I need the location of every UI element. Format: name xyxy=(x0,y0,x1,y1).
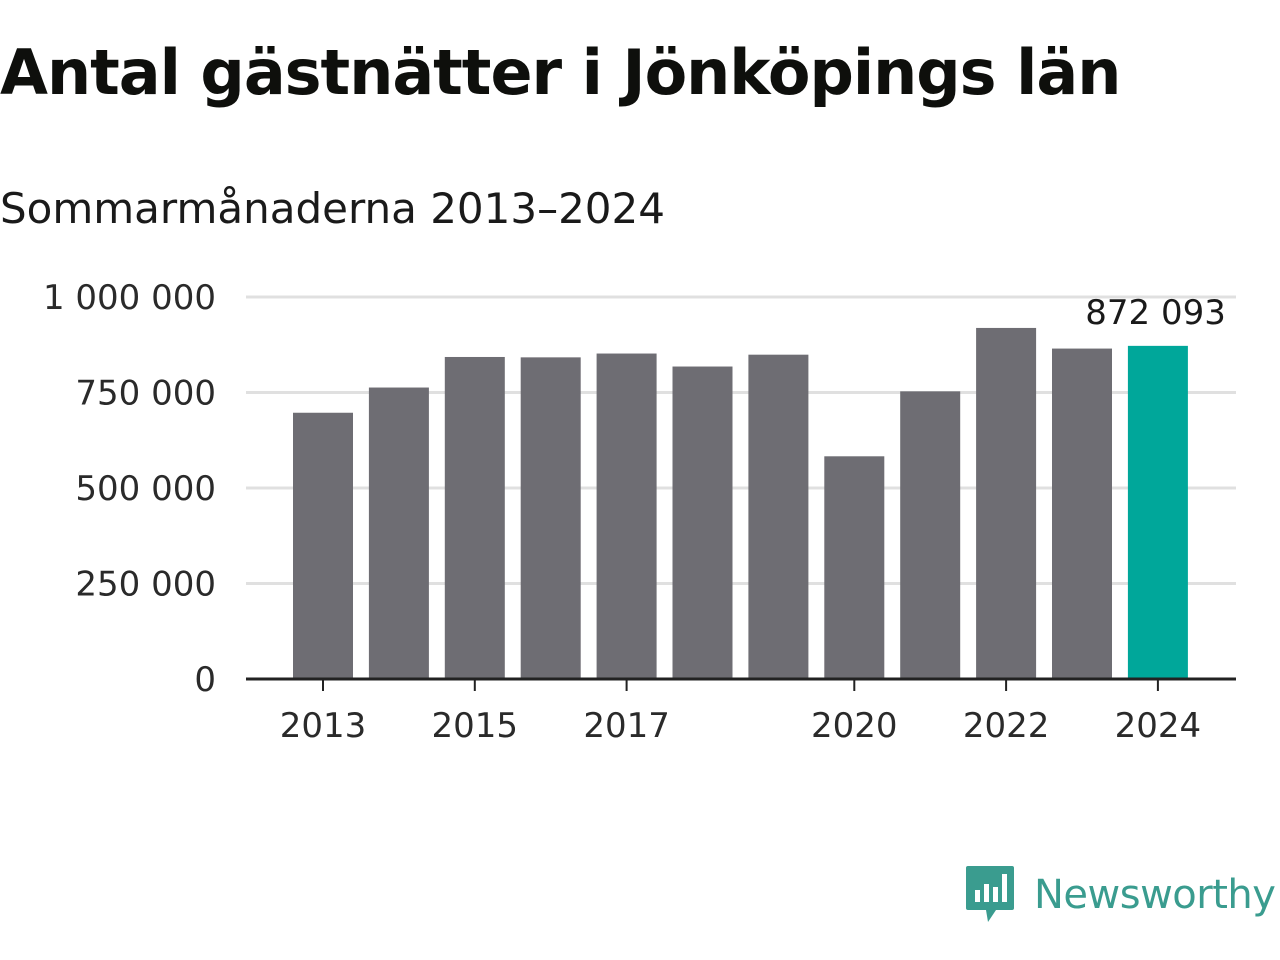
chart-subtitle: Sommarmånaderna 2013–2024 xyxy=(0,184,665,233)
y-tick-label: 500 000 xyxy=(75,469,216,509)
x-tick-label: 2017 xyxy=(583,706,670,746)
x-tick-label: 2020 xyxy=(811,706,898,746)
x-tick-label: 2013 xyxy=(280,706,367,746)
chart-title: Antal gästnätter i Jönköpings län xyxy=(0,36,1121,109)
y-tick-label: 750 000 xyxy=(75,374,216,414)
bar-2018 xyxy=(672,366,733,679)
bar-2020 xyxy=(824,456,885,679)
data-label-2024: 872 093 xyxy=(1085,293,1226,333)
bar-2021 xyxy=(900,391,961,679)
bar-2019 xyxy=(748,354,809,679)
bar-2017 xyxy=(596,353,657,679)
bar-2014 xyxy=(368,387,429,679)
y-tick-label: 250 000 xyxy=(75,565,216,605)
y-axis-ticks: 0 250 000 500 000 750 000 1 000 000 xyxy=(43,278,216,700)
bar-2015 xyxy=(444,356,505,679)
y-tick-label: 0 xyxy=(194,660,216,700)
x-tick-label: 2024 xyxy=(1115,706,1202,746)
bar-2023 xyxy=(1052,348,1112,679)
bar-2024 xyxy=(1127,345,1188,679)
bar-2016 xyxy=(520,357,581,679)
data-labels: 872 093 xyxy=(1085,293,1226,333)
newsworthy-logo-icon xyxy=(966,866,1014,922)
x-axis-ticks: 2013 2015 2017 2020 2022 2024 xyxy=(280,679,1201,746)
x-tick-label: 2015 xyxy=(432,706,519,746)
brand-logo: Newsworthy xyxy=(964,864,1276,926)
y-tick-label: 1 000 000 xyxy=(43,278,216,318)
bar-2022 xyxy=(976,327,1037,679)
bars xyxy=(293,327,1188,679)
x-tick-label: 2022 xyxy=(963,706,1050,746)
brand-name: Newsworthy xyxy=(1034,872,1276,918)
bar-2013 xyxy=(293,412,353,679)
